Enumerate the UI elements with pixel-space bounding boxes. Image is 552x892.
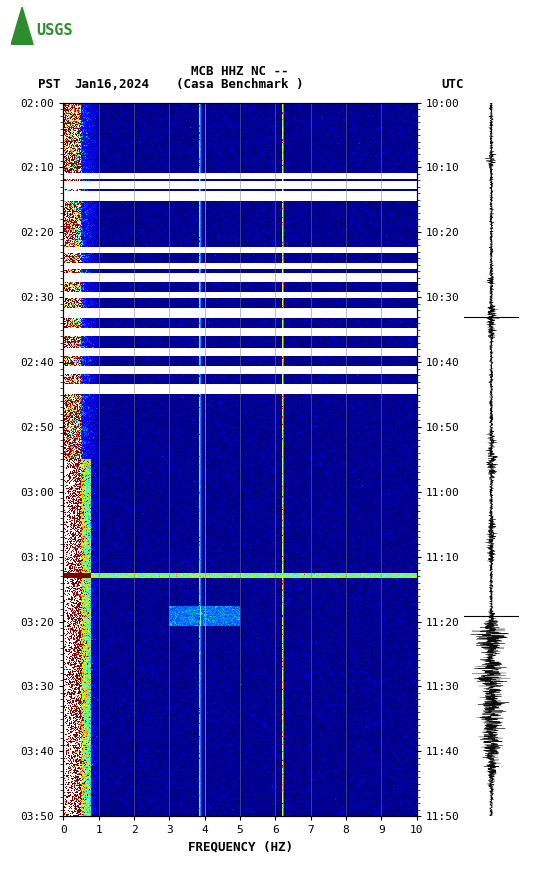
Polygon shape [11,7,33,45]
Text: MCB HHZ NC --: MCB HHZ NC -- [192,65,289,78]
Text: USGS: USGS [36,23,72,38]
Text: Jan16,2024: Jan16,2024 [75,78,150,91]
Text: PST: PST [38,78,61,91]
Text: (Casa Benchmark ): (Casa Benchmark ) [177,78,304,91]
Text: UTC: UTC [442,78,464,91]
X-axis label: FREQUENCY (HZ): FREQUENCY (HZ) [188,841,293,854]
